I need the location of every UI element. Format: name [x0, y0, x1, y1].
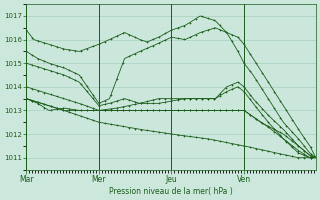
X-axis label: Pression niveau de la mer( hPa ): Pression niveau de la mer( hPa ) — [109, 187, 233, 196]
